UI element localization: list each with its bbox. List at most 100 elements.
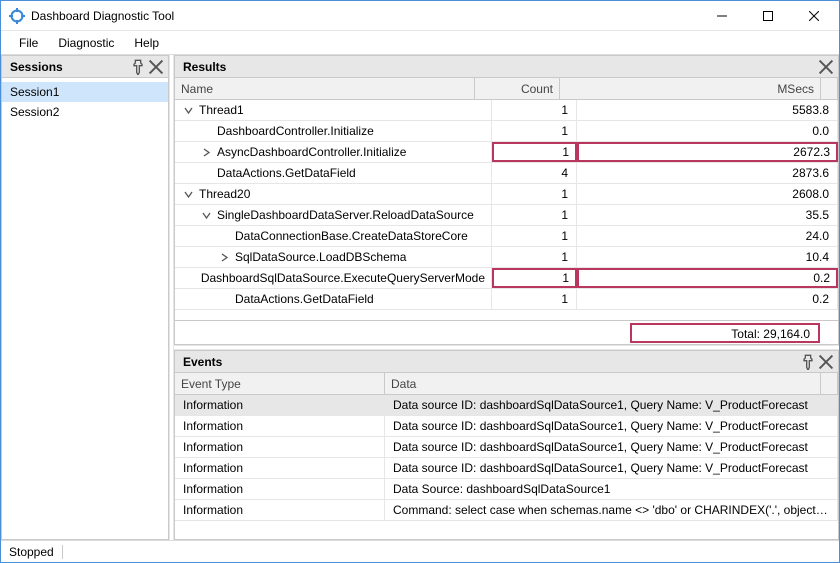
- results-cell-name: DashboardSqlDataSource.ExecuteQueryServe…: [175, 268, 492, 288]
- results-row[interactable]: SingleDashboardDataServer.ReloadDataSour…: [175, 205, 838, 226]
- session-item[interactable]: Session1: [2, 82, 168, 102]
- menu-file[interactable]: File: [9, 31, 48, 55]
- events-panel: Events Event Type Data InformationData s…: [174, 350, 839, 540]
- events-cell-data: Data source ID: dashboardSqlDataSource1,…: [385, 437, 838, 457]
- results-row-label: Thread1: [199, 100, 244, 120]
- sessions-list: Session1Session2: [2, 78, 168, 126]
- results-row[interactable]: DashboardController.Initialize10.0: [175, 121, 838, 142]
- results-row-label: DashboardSqlDataSource.ExecuteQueryServe…: [201, 268, 485, 288]
- col-header-scroll: [821, 78, 838, 99]
- events-row[interactable]: InformationData source ID: dashboardSqlD…: [175, 458, 838, 479]
- events-cell-data: Data source ID: dashboardSqlDataSource1,…: [385, 458, 838, 478]
- results-total-bar: Total: 29,164.0: [175, 320, 838, 344]
- events-rows[interactable]: InformationData source ID: dashboardSqlD…: [175, 395, 838, 539]
- col-header-count[interactable]: Count: [475, 78, 560, 99]
- results-cell-msecs: 10.4: [577, 247, 838, 267]
- results-row[interactable]: Thread20 12608.0: [175, 184, 838, 205]
- maximize-button[interactable]: [745, 1, 791, 31]
- chevron-down-icon[interactable]: [181, 187, 195, 201]
- results-column-headers: Name Count MSecs: [175, 78, 838, 100]
- results-cell-count: 1: [492, 121, 577, 141]
- title-bar: Dashboard Diagnostic Tool: [1, 1, 839, 31]
- results-row-label: DataConnectionBase.CreateDataStoreCore: [235, 226, 468, 246]
- close-button[interactable]: [791, 1, 837, 31]
- events-row[interactable]: InformationCommand: select case when sch…: [175, 500, 838, 521]
- results-cell-msecs: 2608.0: [577, 184, 838, 204]
- results-cell-count: 4: [492, 163, 577, 183]
- app-icon: [9, 8, 25, 24]
- menu-help[interactable]: Help: [124, 31, 169, 55]
- events-cell-type: Information: [175, 500, 385, 520]
- expander-placeholder: [192, 271, 196, 285]
- results-cell-count: 1: [492, 268, 577, 288]
- results-cell-msecs: 0.0: [577, 121, 838, 141]
- chevron-right-icon[interactable]: [199, 145, 213, 159]
- results-cell-count: 1: [492, 226, 577, 246]
- status-separator: [62, 545, 63, 559]
- events-cell-data: Data Source: dashboardSqlDataSource1: [385, 479, 838, 499]
- results-title: Results: [183, 60, 226, 74]
- results-cell-msecs: 2873.6: [577, 163, 838, 183]
- events-header: Events: [174, 350, 839, 373]
- results-row-label: SqlDataSource.LoadDBSchema: [235, 247, 406, 267]
- results-row-label: SingleDashboardDataServer.ReloadDataSour…: [217, 205, 474, 225]
- results-rows[interactable]: Thread115583.8DashboardController.Initia…: [175, 100, 838, 320]
- events-row[interactable]: InformationData Source: dashboardSqlData…: [175, 479, 838, 500]
- right-column: Results Name Count MSecs Thread115583.8D…: [174, 55, 839, 540]
- sessions-header: Sessions: [1, 55, 169, 78]
- results-cell-msecs: 0.2: [577, 268, 838, 288]
- results-row[interactable]: DataActions.GetDataField10.2: [175, 289, 838, 310]
- status-bar: Stopped: [1, 540, 839, 562]
- results-cell-msecs: 35.5: [577, 205, 838, 225]
- results-cell-msecs: 5583.8: [577, 100, 838, 120]
- close-panel-icon[interactable]: [818, 59, 834, 75]
- pin-icon[interactable]: [800, 354, 816, 370]
- results-row[interactable]: SqlDataSource.LoadDBSchema110.4: [175, 247, 838, 268]
- results-row[interactable]: DataActions.GetDataField42873.6: [175, 163, 838, 184]
- results-row[interactable]: DashboardSqlDataSource.ExecuteQueryServe…: [175, 268, 838, 289]
- results-row[interactable]: DataConnectionBase.CreateDataStoreCore12…: [175, 226, 838, 247]
- results-panel: Results Name Count MSecs Thread115583.8D…: [174, 55, 839, 345]
- window-title: Dashboard Diagnostic Tool: [31, 9, 699, 23]
- chevron-right-icon[interactable]: [217, 250, 231, 264]
- results-row-label: AsyncDashboardController.Initialize: [217, 142, 406, 162]
- results-row-label: Thread20: [199, 184, 250, 204]
- col-header-msecs[interactable]: MSecs: [560, 78, 821, 99]
- events-cell-type: Information: [175, 395, 385, 415]
- sessions-panel: Sessions Session1Session2: [1, 55, 169, 540]
- chevron-down-icon[interactable]: [199, 208, 213, 222]
- col-header-name[interactable]: Name: [175, 78, 475, 99]
- events-row[interactable]: InformationData source ID: dashboardSqlD…: [175, 437, 838, 458]
- session-item[interactable]: Session2: [2, 102, 168, 122]
- menu-bar: File Diagnostic Help: [1, 31, 839, 55]
- results-row[interactable]: Thread115583.8: [175, 100, 838, 121]
- close-panel-icon[interactable]: [818, 354, 834, 370]
- chevron-down-icon[interactable]: [181, 103, 195, 117]
- results-cell-name: AsyncDashboardController.Initialize: [175, 142, 492, 162]
- expander-placeholder: [217, 292, 231, 306]
- events-body: Event Type Data InformationData source I…: [174, 373, 839, 540]
- events-cell-type: Information: [175, 479, 385, 499]
- minimize-button[interactable]: [699, 1, 745, 31]
- events-cell-data: Data source ID: dashboardSqlDataSource1,…: [385, 416, 838, 436]
- results-cell-msecs: 0.2: [577, 289, 838, 309]
- events-row[interactable]: InformationData source ID: dashboardSqlD…: [175, 416, 838, 437]
- col-header-event-data[interactable]: Data: [385, 373, 821, 394]
- expander-placeholder: [199, 124, 213, 138]
- close-panel-icon[interactable]: [148, 59, 164, 75]
- events-row[interactable]: InformationData source ID: dashboardSqlD…: [175, 395, 838, 416]
- events-column-headers: Event Type Data: [175, 373, 838, 395]
- pin-icon[interactable]: [130, 59, 146, 75]
- results-cell-name: DashboardController.Initialize: [175, 121, 492, 141]
- menu-diagnostic[interactable]: Diagnostic: [48, 31, 124, 55]
- expander-placeholder: [199, 166, 213, 180]
- events-cell-type: Information: [175, 458, 385, 478]
- results-total: Total: 29,164.0: [630, 323, 820, 343]
- results-cell-name: DataConnectionBase.CreateDataStoreCore: [175, 226, 492, 246]
- col-header-event-type[interactable]: Event Type: [175, 373, 385, 394]
- events-cell-data: Data source ID: dashboardSqlDataSource1,…: [385, 395, 838, 415]
- sessions-body: Session1Session2: [1, 78, 169, 540]
- results-row[interactable]: AsyncDashboardController.Initialize12672…: [175, 142, 838, 163]
- results-cell-name: DataActions.GetDataField: [175, 289, 492, 309]
- results-cell-count: 1: [492, 184, 577, 204]
